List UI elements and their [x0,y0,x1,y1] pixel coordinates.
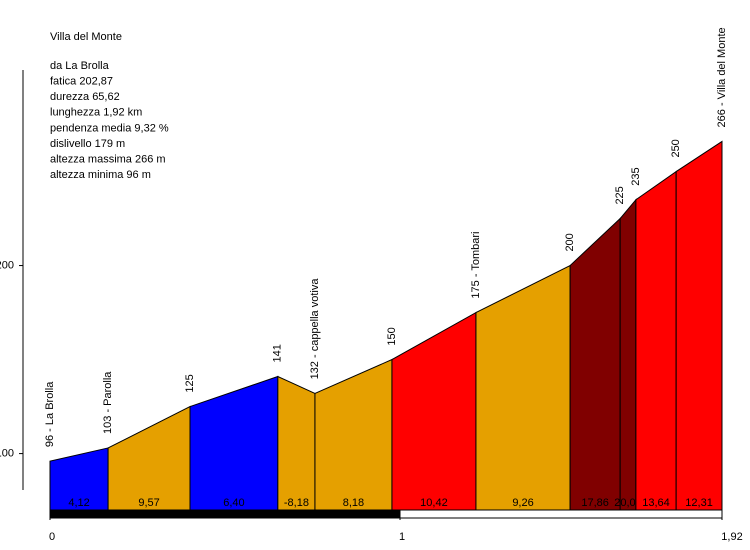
gradient-label: 13,64 [642,497,670,509]
profile-segment [189,375,279,511]
point-label: 103 - Parolla [102,371,114,434]
gradient-label: 9,26 [512,497,533,509]
profile-segment [675,140,723,511]
gradient-label: 8,18 [343,497,364,509]
profile-segment [475,264,571,511]
x-tick-label: 1 [399,531,405,543]
profile-segment [391,311,477,511]
gradient-label: 6,40 [223,497,244,509]
gradient-label: 10,42 [420,497,448,509]
profile-segment [569,217,621,511]
gradient-label: 17,86 [581,497,609,509]
profile-segment [314,358,393,511]
scale-bar [399,509,723,519]
y-tick-label: 100 [0,447,14,459]
info-line: lunghezza 1,92 km [50,107,142,119]
gradient-label: 4,12 [68,497,89,509]
y-tick-label: 200 [0,259,14,271]
scale-bar [49,509,401,519]
profile-segment [619,198,637,511]
info-line: pendenza media 9,32 % [50,122,169,134]
x-tick-label: 0 [49,531,55,543]
gradient-label: -8,18 [284,497,309,509]
profile-segment [107,405,191,511]
point-label: 175 - Tombari [470,232,482,299]
info-line: durezza 65,62 [50,91,120,103]
point-label: 225 [614,186,626,204]
point-label: 132 - cappella votiva [309,278,321,380]
profile-segment [635,170,677,511]
point-label: 235 [630,167,642,185]
info-line: Villa del Monte [50,31,122,43]
point-label: 125 [184,374,196,392]
point-label: 266 - Villa del Monte [716,27,728,127]
profile-segment [277,375,316,511]
point-label: 250 [670,139,682,157]
info-line: altezza minima 96 m [50,169,151,181]
point-label: 141 [272,344,284,362]
info-line: altezza massima 266 m [50,154,166,166]
info-line: dislivello 179 m [50,138,125,150]
x-tick-label: 1,92 [721,531,742,543]
info-line: fatica 202,87 [50,76,113,88]
gradient-label: 12,31 [685,497,713,509]
point-label: 150 [386,327,398,345]
info-line: da La Brolla [50,60,110,72]
gradient-label: 20,03 [614,497,642,509]
point-label: 96 - La Brolla [44,381,56,447]
gradient-label: 9,57 [138,497,159,509]
point-label: 200 [564,233,576,251]
